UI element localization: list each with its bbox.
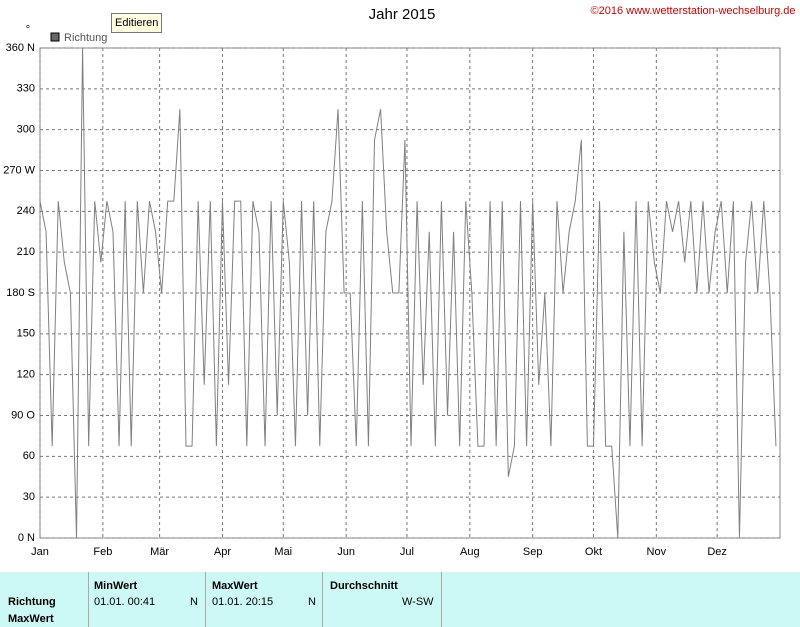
y-tick-label: 30 — [23, 491, 35, 503]
copyright: ©2016 www.wetterstation-wechselburg.de — [591, 5, 796, 17]
row-label: Richtung — [8, 596, 56, 608]
col-header: MinWert — [94, 580, 138, 592]
x-tick-label: Jan — [31, 546, 49, 558]
cell: N — [308, 596, 316, 608]
x-tick-label: Jul — [400, 546, 414, 558]
summary-table: Richtung MaxWert MinWert 01.01. 00:41 N … — [0, 572, 800, 627]
y-tick-label: 150 — [17, 328, 35, 340]
legend-swatch — [50, 32, 60, 42]
edit-button[interactable]: Editieren — [111, 13, 163, 33]
y-tick-label: 300 — [17, 124, 35, 136]
y-label: ° — [26, 24, 30, 36]
y-tick-label: 210 — [17, 246, 35, 258]
chart: Jahr 2015 ©2016 www.wetterstation-wechse… — [3, 5, 796, 558]
separator — [88, 572, 89, 627]
y-tick-label: 180 S — [6, 287, 35, 299]
cell: W-SW — [402, 596, 434, 608]
y-tick-label: 60 — [23, 450, 35, 462]
col-header: Durchschnitt — [330, 580, 398, 592]
legend-label: Richtung — [64, 32, 107, 44]
col-header: MaxWert — [212, 580, 258, 592]
x-tick-label: Nov — [647, 546, 667, 558]
x-tick-label: Mär — [150, 546, 169, 558]
y-tick-label: 90 O — [11, 409, 35, 421]
x-tick-label: Apr — [214, 546, 231, 558]
cell: N — [190, 596, 198, 608]
x-tick-label: Dez — [707, 546, 727, 558]
separator — [205, 572, 206, 627]
separator — [322, 572, 323, 627]
y-tick-label: 0 N — [18, 532, 35, 544]
chart-title: Jahr 2015 — [369, 6, 436, 23]
y-tick-label: 240 — [17, 205, 35, 217]
x-tick-label: Sep — [523, 546, 543, 558]
x-tick-label: Okt — [585, 546, 602, 558]
cell: 01.01. 00:41 — [94, 596, 156, 608]
y-tick-label: 330 — [17, 83, 35, 95]
y-tick-label: 270 W — [3, 164, 35, 176]
cell: 01.01. 20:15 — [212, 596, 274, 608]
x-tick-label: Aug — [460, 546, 480, 558]
y-tick-label: 120 — [17, 369, 35, 381]
data-line — [39, 47, 777, 539]
x-tick-label: Mai — [274, 546, 292, 558]
separator — [441, 572, 442, 627]
x-tick-label: Jun — [337, 546, 355, 558]
y-tick-label: 360 N — [6, 42, 35, 54]
row-label: MaxWert — [8, 613, 54, 625]
x-tick-label: Feb — [93, 546, 112, 558]
